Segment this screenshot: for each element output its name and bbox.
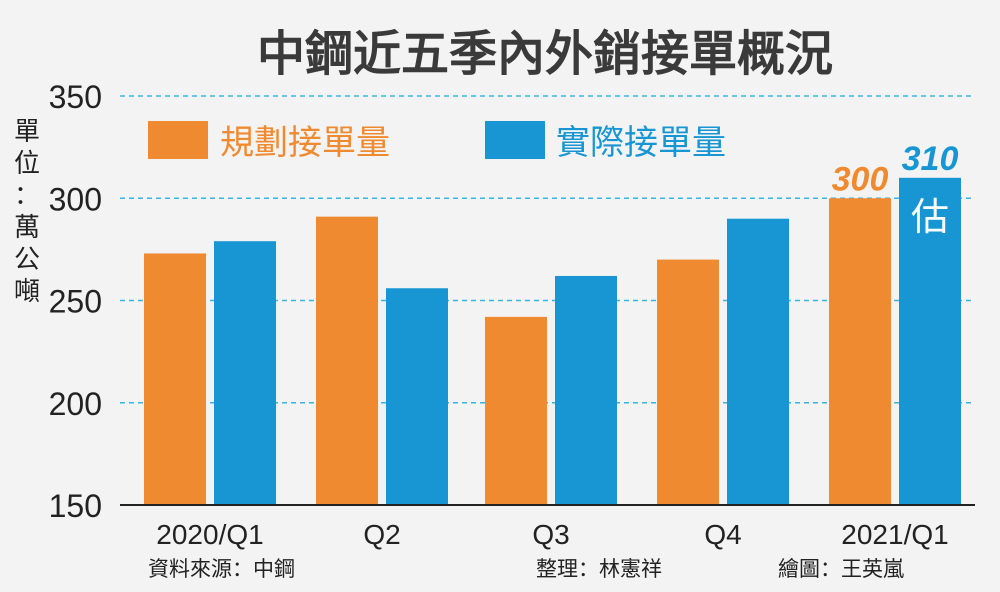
bar-planned-1	[316, 216, 378, 505]
y-tick-labels: 150 200 250 300 350	[49, 79, 102, 524]
y-axis-label-char: 公	[14, 245, 40, 275]
x-tick-0: 2020/Q1	[156, 519, 263, 550]
bar-planned-3	[657, 259, 719, 505]
y-axis-label-char: 位	[14, 149, 40, 179]
chart-title: 中鋼近五季內外銷接單概況	[257, 26, 833, 82]
x-tick-4: 2021/Q1	[841, 519, 948, 550]
legend-swatch-actual	[485, 121, 545, 159]
y-axis-label-char: 萬	[14, 213, 40, 243]
data-label-actual-2021q1: 310	[902, 140, 959, 178]
estimate-annotation: 估	[911, 195, 949, 239]
x-tick-1: Q2	[363, 519, 400, 550]
bar-actual-1	[386, 288, 448, 505]
bar-actual-4	[899, 177, 961, 506]
y-tick-350: 350	[49, 79, 102, 115]
bar-planned-4	[829, 198, 891, 505]
legend-label-planned: 規劃接單量	[220, 123, 390, 163]
x-tick-labels: 2020/Q1 Q2 Q3 Q4 2021/Q1	[156, 519, 948, 550]
footer-editor: 整理：林憲祥	[536, 557, 662, 581]
bar-actual-3	[727, 218, 789, 505]
bar-planned-0	[144, 253, 206, 505]
bar-planned-2	[485, 316, 547, 505]
legend-label-actual: 實際接單量	[556, 123, 726, 163]
y-tick-150: 150	[49, 488, 102, 524]
y-axis-label-char: ：	[14, 181, 40, 211]
bars	[144, 177, 961, 506]
footer-source: 資料來源：中鋼	[148, 557, 295, 581]
data-label-planned-2021q1: 300	[832, 160, 889, 198]
y-tick-250: 250	[49, 284, 102, 320]
bar-actual-0	[214, 241, 276, 505]
x-tick-2: Q3	[532, 519, 569, 550]
bar-actual-2	[555, 275, 617, 505]
footer-illustrator: 繪圖：王英嵐	[778, 557, 904, 581]
y-tick-300: 300	[49, 181, 102, 217]
legend-swatch-planned	[148, 121, 208, 159]
y-axis-label: 單位：萬公噸	[14, 117, 40, 307]
y-axis-label-char: 單	[14, 117, 40, 147]
legend: 規劃接單量 實際接單量	[148, 121, 726, 163]
x-tick-3: Q4	[704, 519, 741, 550]
y-tick-200: 200	[49, 386, 102, 422]
y-axis-label-char: 噸	[14, 277, 40, 307]
